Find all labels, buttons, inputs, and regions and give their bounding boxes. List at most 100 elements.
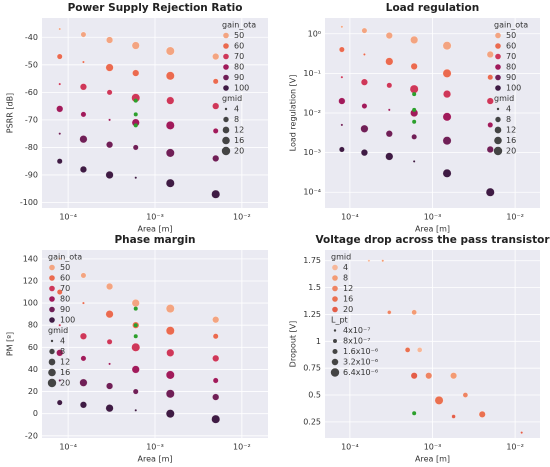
point bbox=[132, 144, 139, 151]
x-tick-label: 10⁻⁴ bbox=[341, 213, 359, 222]
legend-label: 12 bbox=[60, 358, 70, 367]
y-axis-label: PSRR [dB] bbox=[6, 93, 15, 133]
legend-size bbox=[48, 358, 56, 366]
y-axis-label: PM [º] bbox=[6, 332, 15, 356]
legend-label: 50 bbox=[234, 31, 244, 40]
point bbox=[82, 301, 85, 305]
point bbox=[361, 27, 368, 34]
legend-label: 4 bbox=[506, 105, 511, 114]
point bbox=[412, 160, 416, 163]
legend-label: 6.4x10⁻⁶ bbox=[343, 368, 378, 377]
legend-label: 100 bbox=[234, 84, 249, 93]
x-tick-label: 10⁻³ bbox=[424, 443, 442, 452]
point bbox=[520, 431, 524, 434]
point bbox=[462, 392, 469, 398]
y-tick-label: 0.5 bbox=[308, 391, 321, 400]
legend-label: 70 bbox=[234, 52, 244, 61]
legend-label: 100 bbox=[60, 316, 75, 325]
legend-swatch bbox=[49, 306, 55, 313]
point bbox=[80, 272, 87, 279]
legend-size bbox=[221, 146, 231, 156]
point bbox=[212, 333, 219, 340]
point bbox=[80, 31, 87, 38]
legend-title: gain_ota bbox=[494, 21, 528, 30]
legend-swatch bbox=[223, 53, 229, 60]
point bbox=[106, 36, 114, 44]
y-tick-label: 1.25 bbox=[303, 310, 321, 319]
point bbox=[387, 310, 392, 315]
point bbox=[58, 379, 62, 382]
point bbox=[410, 35, 419, 44]
point bbox=[211, 189, 221, 199]
legend-label: 90 bbox=[506, 73, 516, 82]
x-tick-label: 10⁻² bbox=[506, 213, 524, 222]
legend-label: 8 bbox=[60, 347, 65, 356]
point bbox=[165, 148, 175, 158]
point bbox=[340, 123, 344, 127]
legend-label: 50 bbox=[60, 263, 70, 272]
legend-swatch bbox=[223, 85, 229, 91]
point bbox=[212, 393, 220, 401]
legend-size bbox=[47, 378, 57, 388]
legend-swatch bbox=[495, 32, 501, 39]
x-axis-label: Area [m] bbox=[138, 225, 173, 234]
y-tick-label: -100 bbox=[20, 198, 38, 207]
y-tick-label: -90 bbox=[25, 170, 38, 179]
y-tick-label: -80 bbox=[25, 143, 38, 152]
point bbox=[442, 136, 452, 146]
legend-title: gain_ota bbox=[48, 253, 82, 262]
legend-title: L_pt bbox=[331, 316, 348, 325]
point bbox=[134, 176, 138, 180]
point bbox=[486, 146, 494, 153]
point bbox=[360, 124, 369, 133]
point bbox=[108, 118, 111, 122]
chart-title: Power Supply Rejection Ratio bbox=[68, 2, 243, 14]
point bbox=[212, 316, 220, 324]
chart-title: Phase margin bbox=[114, 234, 195, 246]
legend-label: 90 bbox=[60, 305, 70, 314]
legend-swatch bbox=[332, 296, 338, 302]
x-tick-label: 10⁻³ bbox=[424, 213, 442, 222]
highlight-point bbox=[412, 92, 417, 97]
chart-title: Voltage drop across the pass transistor bbox=[316, 234, 550, 246]
legend-label: 12 bbox=[234, 126, 244, 135]
point bbox=[425, 372, 433, 380]
point bbox=[58, 82, 62, 86]
legend-label: 20 bbox=[343, 305, 353, 314]
legend-label: 16 bbox=[506, 136, 516, 145]
point bbox=[360, 78, 368, 86]
point bbox=[105, 404, 114, 413]
point bbox=[410, 372, 418, 380]
legend-size bbox=[493, 146, 503, 156]
point bbox=[79, 83, 87, 91]
point bbox=[58, 257, 62, 261]
point bbox=[212, 354, 220, 362]
point bbox=[106, 283, 114, 290]
x-tick-label: 10⁻³ bbox=[146, 443, 164, 452]
point bbox=[132, 388, 139, 395]
point bbox=[134, 409, 138, 412]
highlight-point bbox=[133, 98, 138, 103]
chart-title: Load regulation bbox=[386, 2, 479, 14]
legend-size bbox=[224, 107, 228, 111]
point bbox=[212, 154, 220, 162]
point bbox=[212, 377, 219, 384]
highlight-point bbox=[412, 119, 417, 124]
point bbox=[212, 128, 219, 134]
point bbox=[434, 396, 444, 405]
legend-swatch bbox=[49, 264, 55, 271]
legend-size bbox=[222, 126, 230, 134]
legend-label: 8 bbox=[506, 115, 511, 124]
legend-label: 80 bbox=[60, 295, 70, 304]
x-tick-label: 10⁻² bbox=[233, 213, 251, 222]
highlight-point bbox=[412, 411, 417, 416]
point bbox=[165, 178, 175, 188]
legend-size bbox=[49, 348, 55, 355]
point bbox=[165, 121, 175, 130]
point bbox=[442, 41, 452, 51]
y-tick-label: 100 bbox=[23, 299, 38, 308]
legend-swatch bbox=[223, 64, 229, 70]
legend-label: 20 bbox=[60, 379, 70, 388]
legend-label: 50 bbox=[506, 31, 516, 40]
